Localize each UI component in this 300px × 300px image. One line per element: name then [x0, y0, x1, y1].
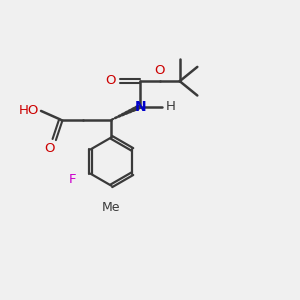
Text: O: O — [105, 74, 116, 87]
Text: F: F — [69, 172, 77, 186]
Text: Me: Me — [102, 201, 121, 214]
Text: O: O — [45, 142, 55, 155]
Text: HO: HO — [18, 104, 39, 117]
Text: N: N — [134, 100, 146, 113]
Text: O: O — [155, 64, 165, 77]
Text: H: H — [165, 100, 175, 113]
